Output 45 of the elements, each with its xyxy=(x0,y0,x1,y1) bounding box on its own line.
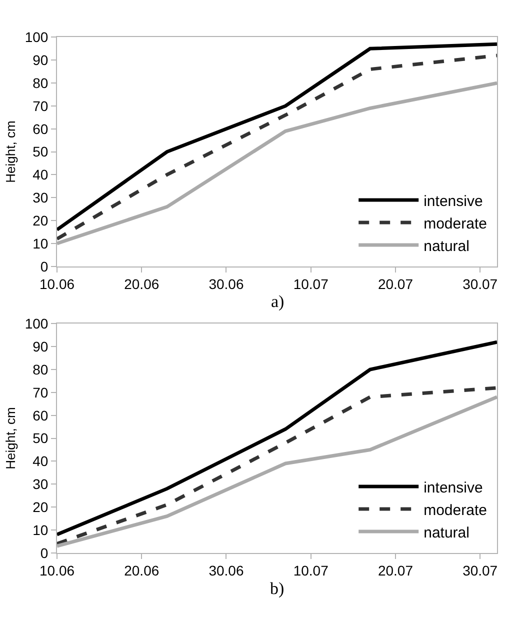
x-tick-label: 20.06 xyxy=(124,562,160,579)
x-tick-label: 20.07 xyxy=(378,562,414,579)
legend-label: moderate xyxy=(424,502,487,519)
y-axis-title: Height, cm xyxy=(2,407,18,470)
y-tick-label: 50 xyxy=(32,430,48,446)
y-tick-label: 0 xyxy=(40,544,48,561)
y-tick-label: 60 xyxy=(32,407,48,424)
x-tick-label: 20.07 xyxy=(378,276,414,292)
y-tick-label: 40 xyxy=(32,166,48,183)
y-tick-label: 90 xyxy=(32,52,48,68)
y-tick-label: 20 xyxy=(32,498,48,515)
y-tick-label: 70 xyxy=(32,384,48,400)
x-tick-label: 10.06 xyxy=(39,562,75,579)
legend-label: intensive xyxy=(424,479,483,496)
y-tick-label: 100 xyxy=(24,29,48,46)
x-tick-label: 30.06 xyxy=(208,562,244,579)
y-tick-label: 90 xyxy=(32,338,48,355)
y-tick-label: 70 xyxy=(32,98,48,114)
x-tick-label: 10.06 xyxy=(39,276,75,292)
y-tick-label: 20 xyxy=(32,212,48,228)
y-tick-label: 100 xyxy=(24,316,48,332)
text: a) xyxy=(271,292,284,311)
y-tick-label: 30 xyxy=(32,476,48,492)
x-tick-label: 30.07 xyxy=(462,562,498,579)
legend-label: intensive xyxy=(424,192,483,210)
y-tick-label: 80 xyxy=(32,361,48,378)
legend-label: natural xyxy=(424,238,470,255)
y-tick-label: 10 xyxy=(32,522,48,538)
legend-label: moderate xyxy=(424,215,487,232)
text: b) xyxy=(270,579,284,598)
y-tick-label: 30 xyxy=(32,190,48,206)
x-tick-label: 30.06 xyxy=(208,276,244,292)
y-tick-label: 10 xyxy=(32,235,48,252)
x-tick-label: 20.06 xyxy=(124,276,160,292)
x-tick-label: 10.07 xyxy=(293,562,329,579)
x-tick-label: 30.07 xyxy=(462,276,498,292)
y-tick-label: 50 xyxy=(32,144,48,160)
x-tick-label: 10.07 xyxy=(293,276,329,292)
y-axis-title: Height, cm xyxy=(2,120,18,183)
y-tick-label: 0 xyxy=(40,258,48,274)
line-series xyxy=(57,340,497,536)
y-tick-label: 60 xyxy=(32,120,48,137)
legend-label: natural xyxy=(424,524,470,542)
y-tick-label: 40 xyxy=(32,453,48,470)
y-tick-label: 80 xyxy=(32,74,48,91)
